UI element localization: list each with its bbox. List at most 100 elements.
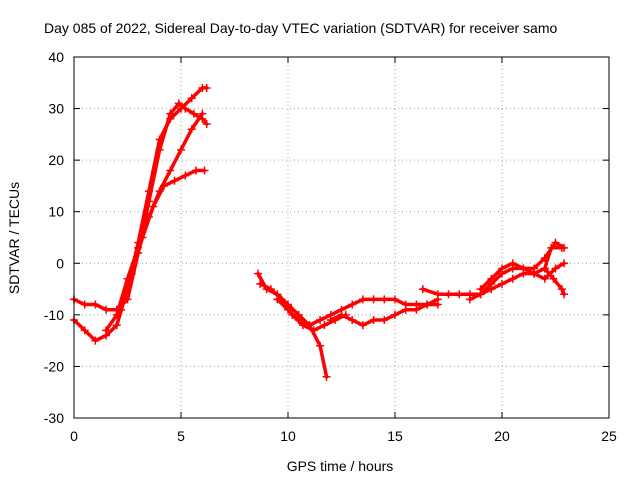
data-point (177, 104, 185, 113)
data-point (530, 264, 539, 273)
data-point (401, 305, 410, 314)
series-track-3 (102, 109, 207, 335)
data-point (159, 181, 168, 190)
x-tick-label: 5 (177, 428, 185, 444)
data-point (369, 295, 378, 304)
y-axis-label: SDTVAR / TECUs (6, 182, 22, 294)
data-point (498, 279, 506, 288)
data-point (498, 264, 506, 273)
series-track-7 (273, 295, 442, 330)
data-point (112, 321, 121, 330)
series-track-6 (256, 279, 350, 335)
data-point (391, 295, 399, 304)
data-point (560, 259, 569, 268)
data-point (166, 114, 175, 123)
data-point (256, 279, 265, 288)
y-tick-label: 10 (48, 204, 64, 220)
data-point (170, 176, 179, 185)
data-point (465, 295, 474, 304)
x-tick-label: 10 (280, 428, 296, 444)
series-track-8 (326, 295, 442, 330)
data-point (380, 295, 389, 304)
data-point (187, 94, 196, 103)
series-trace (256, 271, 329, 379)
data-point (455, 290, 464, 299)
x-tick-label: 0 (70, 428, 78, 444)
series-track-11 (476, 238, 569, 294)
data-point (412, 305, 421, 314)
data-point (519, 264, 528, 273)
data-point (540, 264, 549, 273)
data-point (391, 310, 399, 319)
data-point (155, 135, 164, 144)
data-point (177, 145, 185, 154)
data-point (348, 316, 357, 325)
series-trace (72, 86, 209, 343)
data-point (138, 233, 147, 242)
data-point (80, 326, 89, 335)
data-point (200, 166, 209, 175)
data-point (560, 243, 569, 252)
series-trace (543, 266, 566, 296)
data-point (198, 109, 207, 118)
y-tick-label: -30 (44, 410, 64, 426)
grid (74, 57, 609, 418)
data-point (191, 166, 200, 175)
data-point (551, 238, 560, 247)
data-point (284, 305, 292, 314)
x-tick-label: 25 (601, 428, 617, 444)
data-point (181, 171, 190, 180)
data-point (102, 305, 111, 314)
data-point (551, 264, 560, 273)
data-point (348, 300, 357, 309)
data-point (102, 326, 111, 335)
data-point (358, 321, 367, 330)
series-track-12 (540, 264, 569, 299)
data-point (358, 295, 367, 304)
series-track-4 (117, 166, 209, 314)
x-tick-label: 20 (494, 428, 510, 444)
series-trace (104, 111, 205, 333)
data-point (187, 125, 196, 134)
data-point (557, 285, 566, 294)
data-point (540, 274, 549, 283)
series-track-9 (418, 243, 566, 299)
x-tick-label: 15 (387, 428, 403, 444)
y-tick-label: 30 (48, 101, 64, 117)
y-tick-label: 40 (48, 49, 64, 65)
y-tick-label: -20 (44, 358, 64, 374)
y-tick-label: 20 (48, 152, 64, 168)
data-point (91, 300, 100, 309)
data-point (112, 310, 121, 319)
data-point (294, 316, 303, 325)
data-point (322, 372, 331, 381)
data-point (508, 259, 517, 268)
data-point (189, 109, 198, 118)
data-point (508, 274, 517, 283)
data-point (380, 316, 389, 325)
data-point (305, 321, 314, 330)
data-point (266, 285, 275, 294)
data-point (433, 290, 442, 299)
x-axis-label: GPS time / hours (287, 458, 394, 474)
data-point (127, 269, 136, 278)
data-point (202, 120, 211, 129)
y-tick-label: 0 (56, 255, 64, 271)
data-point (254, 269, 263, 278)
data-point (166, 166, 175, 175)
data-point (549, 274, 558, 283)
data-point (326, 316, 335, 325)
series-trace (72, 101, 209, 312)
data-point (418, 285, 427, 294)
data-point (423, 300, 432, 309)
chart-title: Day 085 of 2022, Sidereal Day-to-day VTE… (44, 20, 557, 36)
data-point (91, 336, 100, 345)
data-series (70, 83, 569, 381)
data-point (337, 310, 346, 319)
series-trace (275, 297, 440, 327)
plot-frame (73, 56, 610, 419)
data-point (320, 321, 329, 330)
data-point (369, 316, 378, 325)
data-point (444, 290, 453, 299)
